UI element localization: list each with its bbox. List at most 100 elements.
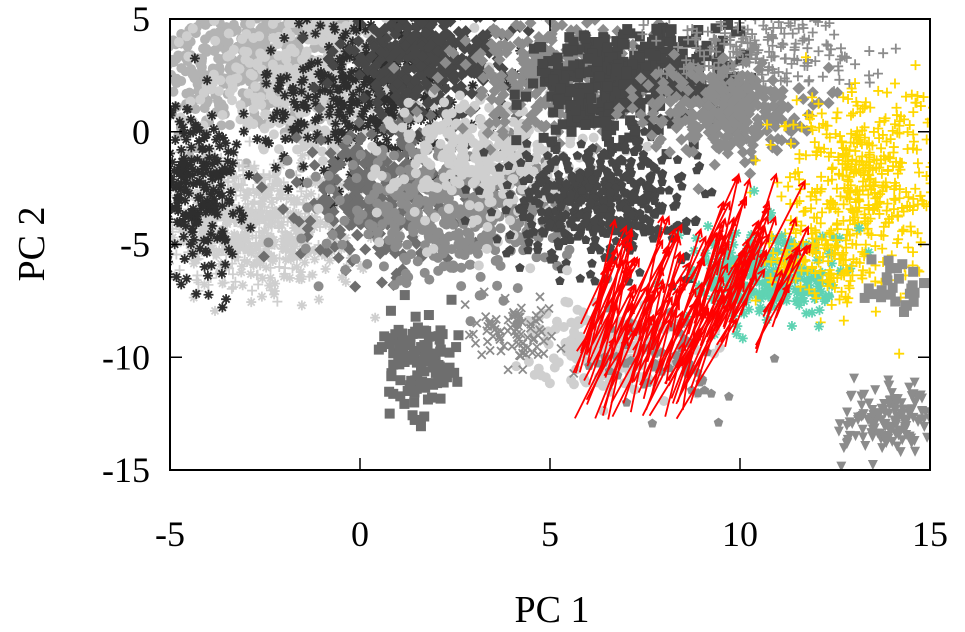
data-point — [385, 93, 396, 104]
data-point — [153, 64, 163, 74]
data-point — [519, 0, 531, 10]
data-point — [344, 153, 355, 164]
data-point — [129, 82, 139, 92]
data-point — [280, 19, 284, 20]
data-point — [554, 5, 566, 17]
data-point — [240, 203, 251, 214]
data-point — [228, 44, 239, 55]
data-point — [266, 183, 277, 194]
data-point — [474, 185, 484, 195]
data-point — [690, 216, 700, 226]
data-point — [220, 259, 231, 270]
data-point — [471, 19, 481, 24]
data-point — [253, 6, 263, 16]
data-point — [505, 215, 516, 226]
data-point — [214, 141, 225, 152]
data-point — [392, 21, 405, 34]
data-point — [582, 153, 592, 163]
data-point — [401, 278, 412, 289]
data-point — [297, 99, 308, 110]
data-point — [310, 28, 321, 39]
data-point — [228, 282, 239, 293]
data-point — [155, 202, 165, 212]
data-point — [206, 260, 217, 271]
data-point — [536, 5, 546, 15]
data-point — [645, 226, 656, 236]
data-point — [503, 160, 514, 171]
data-point — [481, 243, 492, 254]
data-point — [170, 215, 174, 224]
data-point — [153, 177, 163, 187]
data-point — [334, 109, 345, 120]
data-point — [587, 48, 598, 59]
data-point — [179, 211, 190, 222]
data-point — [583, 83, 594, 94]
data-point — [266, 197, 277, 208]
data-point — [325, 184, 336, 195]
data-point — [174, 116, 185, 127]
data-point — [259, 225, 270, 236]
data-point — [735, 55, 746, 66]
data-point — [152, 50, 162, 60]
data-point — [545, 194, 556, 204]
data-point — [400, 268, 411, 279]
data-point — [171, 78, 182, 89]
data-point — [252, 60, 263, 71]
data-point — [237, 280, 248, 291]
data-point — [611, 36, 622, 47]
data-point — [328, 80, 339, 91]
data-point — [185, 127, 196, 138]
data-point — [618, 135, 629, 146]
data-point — [477, 169, 488, 180]
data-point — [334, 53, 345, 64]
data-point — [336, 64, 347, 75]
data-point — [245, 240, 256, 251]
data-point — [407, 221, 418, 232]
data-point — [627, 59, 638, 70]
data-point — [650, 209, 660, 219]
data-point — [501, 205, 511, 215]
data-point — [138, 182, 148, 192]
data-point — [454, 248, 465, 259]
data-point — [604, 136, 615, 147]
data-point — [157, 62, 167, 72]
data-point — [103, 73, 113, 83]
data-point — [351, 228, 364, 241]
data-point — [265, 272, 276, 283]
data-point — [272, 83, 283, 94]
data-point — [333, 154, 344, 165]
data-point — [266, 250, 277, 261]
data-point — [494, 162, 505, 172]
data-point — [328, 93, 339, 104]
data-point — [672, 192, 682, 202]
data-point — [337, 127, 348, 138]
data-point — [528, 43, 539, 54]
data-point — [739, 49, 750, 60]
data-point — [251, 188, 262, 199]
data-point — [421, 247, 432, 258]
data-point — [249, 163, 260, 174]
data-point — [553, 169, 564, 179]
data-point — [151, 7, 161, 17]
data-point — [303, 92, 314, 103]
data-point — [473, 201, 484, 212]
data-point — [347, 0, 357, 5]
data-point — [514, 20, 527, 33]
data-point — [313, 294, 324, 305]
data-point — [326, 45, 339, 58]
data-point — [261, 4, 271, 14]
data-point — [158, 226, 168, 236]
data-point — [199, 19, 210, 27]
data-point — [147, 289, 157, 299]
data-point — [631, 136, 641, 146]
data-point — [194, 243, 205, 254]
data-point — [542, 150, 553, 160]
data-point — [518, 206, 529, 216]
data-point — [573, 95, 584, 106]
data-point — [397, 122, 408, 133]
data-point — [315, 66, 326, 77]
data-point — [324, 147, 337, 160]
data-point — [484, 233, 495, 244]
data-point — [205, 214, 216, 225]
data-point — [90, 89, 100, 99]
